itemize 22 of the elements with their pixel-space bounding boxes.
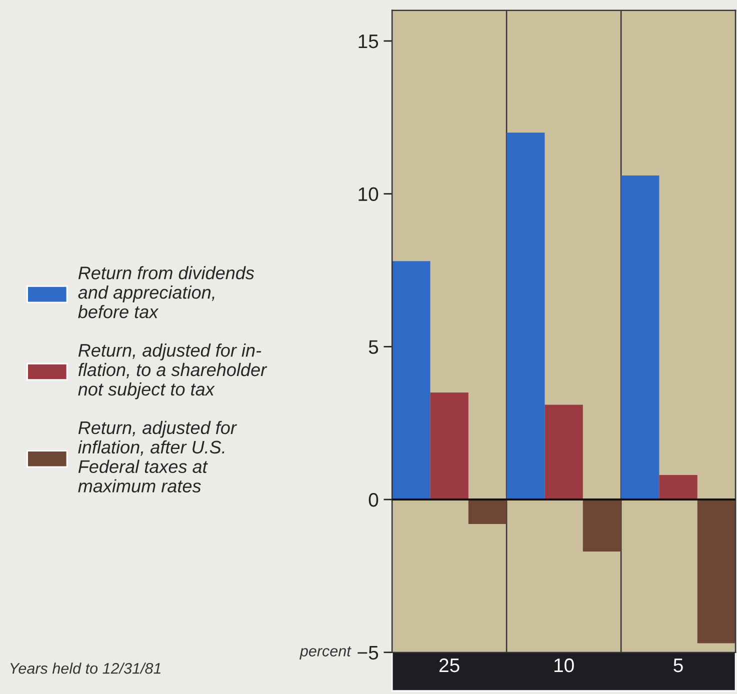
x-tick-label: 10 bbox=[554, 658, 574, 672]
legend-label: Return, adjusted for inflation, after U.S. Federal taxes at maximum rates bbox=[78, 420, 238, 492]
text: Years held to 12/31/81 bbox=[10, 662, 160, 674]
legend-label: Return, adjusted for in- flation, to a shareholder not subject to tax bbox=[78, 343, 268, 400]
bar bbox=[544, 404, 583, 500]
bar bbox=[430, 392, 468, 500]
bar bbox=[697, 500, 736, 644]
bar bbox=[582, 500, 622, 552]
x-tick-label: 25 bbox=[439, 658, 460, 672]
y-tick-label: 5 bbox=[368, 340, 378, 354]
bar bbox=[506, 132, 545, 500]
y-tick-label: 15 bbox=[358, 34, 378, 48]
bar bbox=[468, 500, 507, 524]
bar bbox=[392, 261, 430, 500]
y-tick-label: 0 bbox=[368, 492, 378, 507]
y-tick-label: −5 bbox=[358, 646, 378, 660]
legend-label: Return from dividends and appreciation, before tax bbox=[78, 266, 254, 318]
bar bbox=[621, 175, 660, 500]
y-tick-label: 10 bbox=[358, 187, 378, 202]
x-tick-label: 5 bbox=[674, 658, 683, 672]
bar bbox=[659, 475, 698, 500]
y-axis-title: percent bbox=[300, 646, 352, 660]
